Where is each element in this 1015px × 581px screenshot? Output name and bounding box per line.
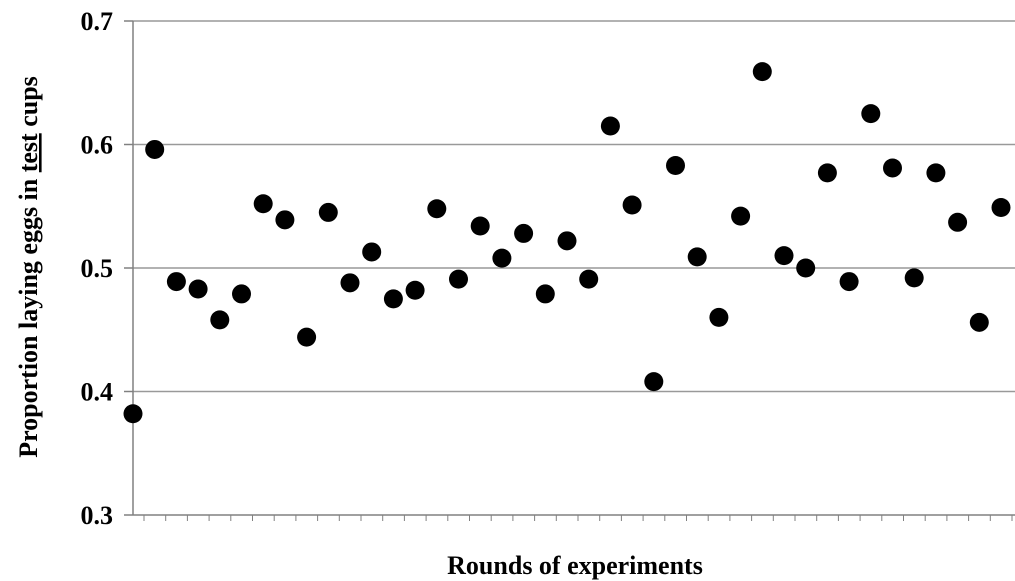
- y-axis-title: Proportion laying eggs in test cups: [14, 76, 43, 458]
- data-point: [904, 268, 924, 288]
- axes: [124, 20, 1015, 521]
- data-point: [188, 279, 208, 299]
- data-point: [514, 223, 534, 243]
- data-point: [557, 231, 577, 251]
- data-point: [340, 273, 360, 293]
- data-point: [796, 258, 816, 278]
- y-axis-title-part: test: [14, 133, 43, 172]
- y-tick-label: 0.4: [81, 378, 114, 407]
- y-tick-labels: 0.3 0.4 0.5 0.6 0.7: [81, 7, 114, 530]
- data-point: [709, 307, 729, 327]
- y-tick-label: 0.5: [81, 254, 114, 283]
- data-points: [123, 62, 1011, 424]
- data-point: [579, 269, 599, 289]
- data-point: [427, 199, 447, 219]
- data-point: [774, 246, 794, 266]
- data-point: [839, 272, 859, 292]
- data-point: [883, 158, 902, 178]
- y-axis-title-part: Proportion laying eggs in: [14, 172, 43, 458]
- data-point: [318, 202, 338, 222]
- data-point: [297, 327, 317, 347]
- data-point: [948, 212, 968, 232]
- x-axis-title: Rounds of experiments: [447, 551, 703, 580]
- data-point: [622, 195, 642, 215]
- y-axis-title-part: cups: [14, 76, 43, 133]
- data-point: [405, 280, 425, 300]
- data-point: [861, 104, 881, 124]
- data-point: [926, 163, 946, 183]
- data-point: [253, 194, 273, 214]
- data-point: [991, 197, 1011, 217]
- data-point: [449, 269, 468, 289]
- y-tick-label: 0.6: [81, 131, 114, 160]
- data-point: [383, 289, 403, 309]
- data-point: [644, 372, 664, 392]
- data-point: [145, 139, 165, 159]
- y-tick-label: 0.3: [81, 501, 114, 530]
- data-point: [210, 310, 230, 330]
- data-point: [470, 216, 490, 236]
- data-point: [123, 404, 143, 424]
- data-point: [492, 248, 512, 268]
- data-point: [731, 206, 751, 226]
- data-point: [752, 62, 772, 82]
- data-point: [687, 247, 707, 267]
- data-point: [166, 272, 186, 292]
- data-point: [232, 284, 251, 304]
- data-point: [600, 116, 620, 136]
- y-tick-label: 0.7: [81, 7, 114, 36]
- data-point: [969, 312, 989, 332]
- data-point: [535, 284, 555, 304]
- gridlines: [133, 20, 1015, 393]
- data-point: [362, 242, 382, 262]
- data-point: [275, 210, 295, 230]
- data-point: [666, 155, 685, 175]
- data-point: [817, 163, 837, 183]
